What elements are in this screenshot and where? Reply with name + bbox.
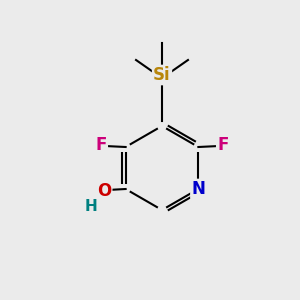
Text: F: F	[217, 136, 229, 154]
Text: O: O	[97, 182, 111, 200]
Text: Si: Si	[153, 66, 171, 84]
Text: H: H	[85, 199, 98, 214]
Text: N: N	[191, 180, 205, 198]
Text: F: F	[95, 136, 107, 154]
